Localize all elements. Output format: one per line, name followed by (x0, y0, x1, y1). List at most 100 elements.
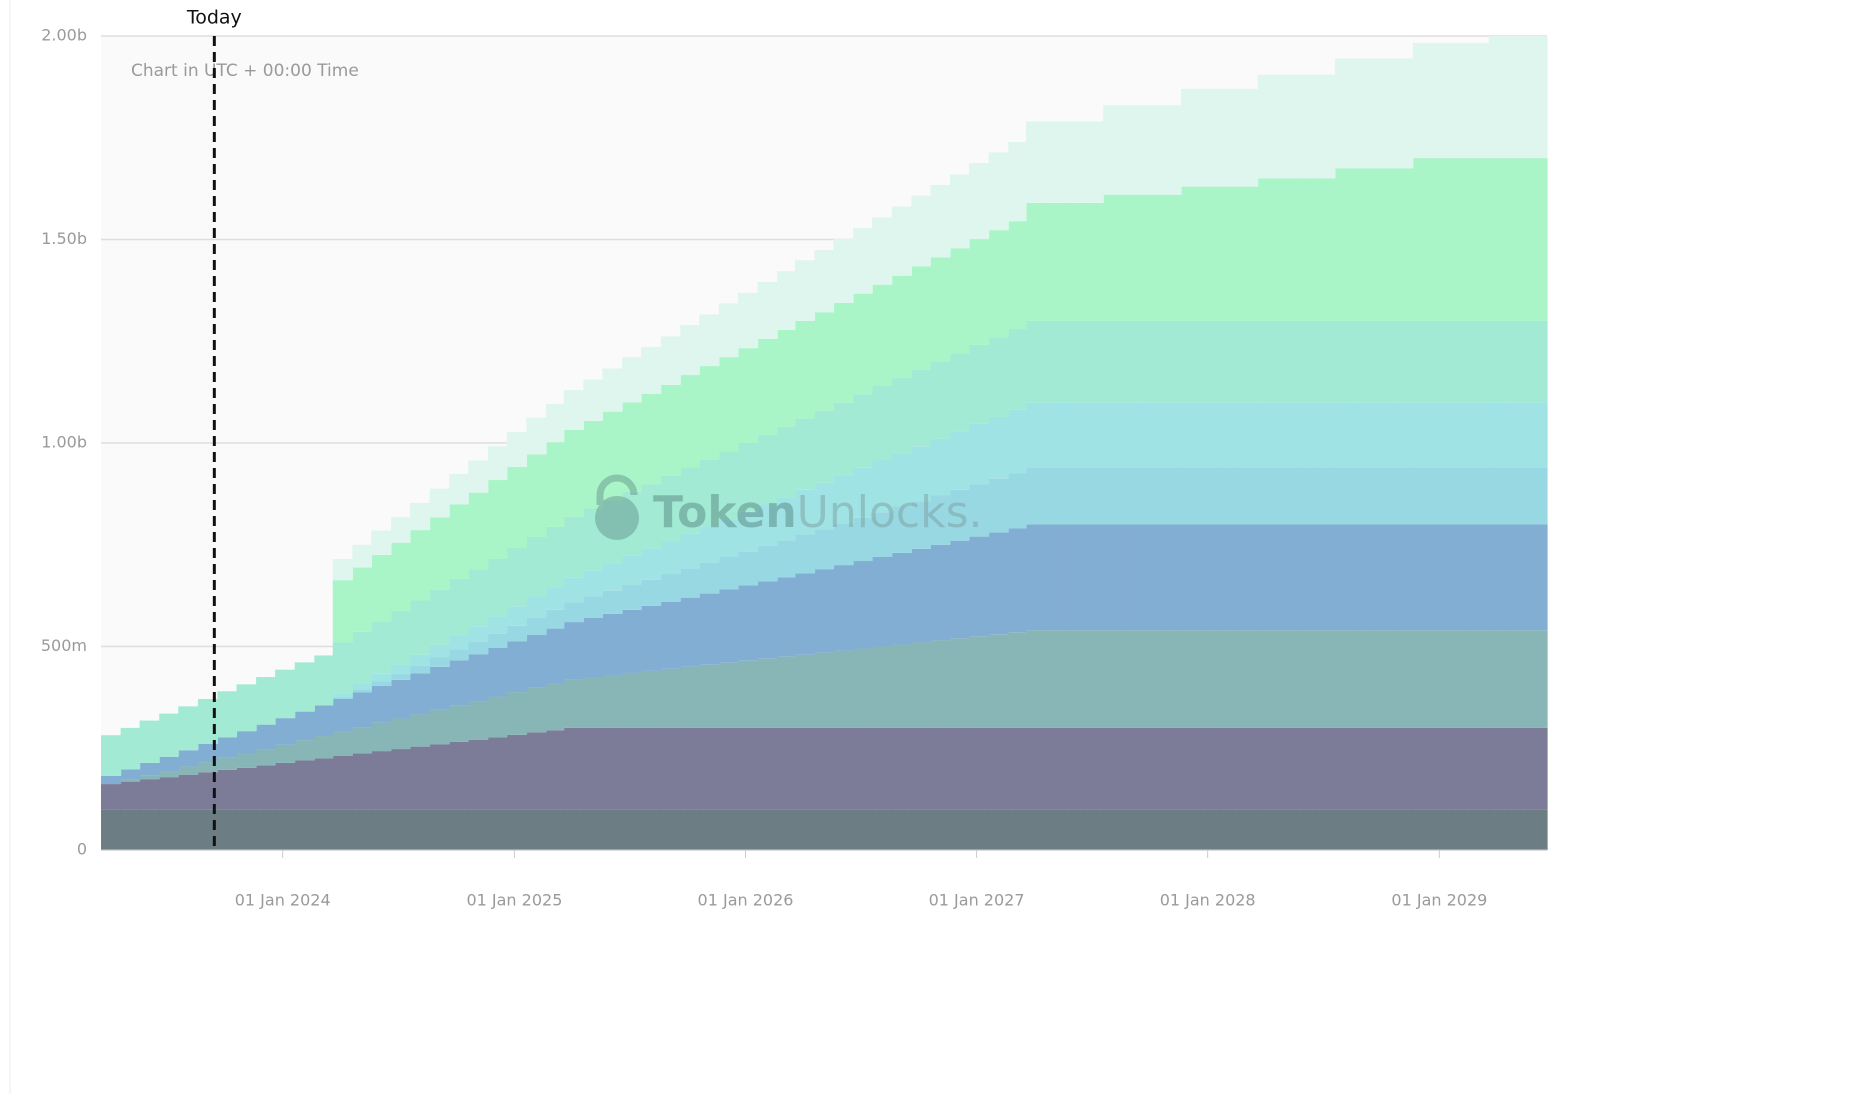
area-step (1527, 467, 1548, 525)
y-tick-label: 500m (41, 636, 87, 655)
area-step (794, 489, 816, 535)
area-step (487, 647, 508, 697)
area-step (737, 292, 759, 349)
area-step (1471, 809, 1490, 850)
area-step (371, 722, 392, 752)
area-step (1354, 630, 1375, 728)
area-step (680, 727, 700, 810)
area-step (1045, 630, 1066, 728)
area-step (583, 677, 604, 728)
area-step (699, 459, 720, 527)
area-step (794, 727, 816, 810)
area-step (794, 260, 816, 321)
area-step (120, 779, 141, 782)
area-step (1334, 320, 1356, 403)
area-step (1508, 158, 1528, 321)
area-step (1008, 809, 1027, 850)
area-step (314, 758, 334, 810)
area-step (468, 460, 489, 493)
area-step (449, 705, 469, 742)
area-step (737, 809, 759, 850)
area-step (563, 429, 585, 517)
area-step (1122, 727, 1144, 810)
area-step (1103, 524, 1124, 631)
area-step (853, 648, 873, 728)
area-step (1354, 168, 1375, 321)
area-step (1045, 402, 1066, 468)
area-step (429, 809, 450, 850)
area-step (468, 654, 489, 702)
area-step (1103, 105, 1124, 195)
area-step (777, 727, 796, 810)
area-step (872, 556, 893, 647)
area-step (680, 809, 700, 850)
area-step (794, 573, 816, 655)
area-step (1315, 74, 1336, 179)
area-step (1451, 467, 1472, 525)
area-step (1161, 105, 1182, 195)
area-step (1103, 467, 1124, 525)
area-step (1239, 88, 1259, 187)
area-step (853, 293, 873, 395)
area-step (757, 338, 778, 435)
area-step (853, 809, 873, 850)
area-step (968, 484, 990, 537)
area-step (794, 654, 816, 728)
area-step (1239, 467, 1259, 525)
area-step (1239, 320, 1259, 403)
area-step (1374, 727, 1394, 810)
area-step (641, 484, 662, 549)
chart-note: Chart in UTC + 00:00 Time (131, 61, 359, 81)
area-step (1488, 524, 1509, 631)
area-step (641, 809, 662, 850)
area-step (1122, 402, 1144, 468)
watermark-text: TokenUnlocks. (653, 487, 982, 538)
area-step (120, 809, 141, 850)
area-step (1064, 630, 1085, 728)
area-step (294, 809, 315, 850)
area-step (1219, 809, 1240, 850)
y-tick-label: 0 (77, 840, 87, 859)
area-step (429, 517, 450, 590)
area-step (1393, 467, 1414, 525)
area-step (1045, 121, 1066, 203)
area-step (101, 809, 122, 850)
area-step (546, 587, 565, 610)
area-step (120, 781, 141, 810)
area-step (468, 626, 489, 643)
area-step (1527, 809, 1548, 850)
area-step (1257, 630, 1278, 728)
area-step (352, 567, 372, 632)
area-step (737, 585, 759, 661)
area-step (487, 696, 508, 738)
area-step (1239, 630, 1259, 728)
area-step (794, 418, 816, 490)
area-step (1142, 809, 1163, 850)
area-step (1257, 809, 1278, 850)
area-step (1296, 320, 1317, 403)
area-step (1064, 467, 1085, 525)
area-step (1354, 727, 1375, 810)
area-step (699, 727, 720, 810)
area-step (1239, 524, 1259, 631)
area-step (1315, 320, 1336, 403)
area-step (814, 727, 835, 810)
area-step (294, 662, 315, 712)
area-step (1277, 809, 1297, 850)
area-step (1103, 727, 1124, 810)
area-step (332, 809, 353, 850)
area-step (777, 497, 796, 541)
area-step (891, 644, 912, 728)
area-step (1315, 178, 1336, 321)
area-step (1181, 402, 1201, 468)
area-step (275, 809, 296, 850)
area-step (641, 346, 662, 394)
area-step (1374, 809, 1394, 850)
area-step (449, 741, 469, 810)
area-step (1142, 524, 1163, 631)
area-step (1277, 524, 1297, 631)
area-step (699, 526, 720, 563)
area-step (660, 727, 681, 810)
area-step (526, 454, 547, 538)
area-step (1508, 402, 1528, 468)
